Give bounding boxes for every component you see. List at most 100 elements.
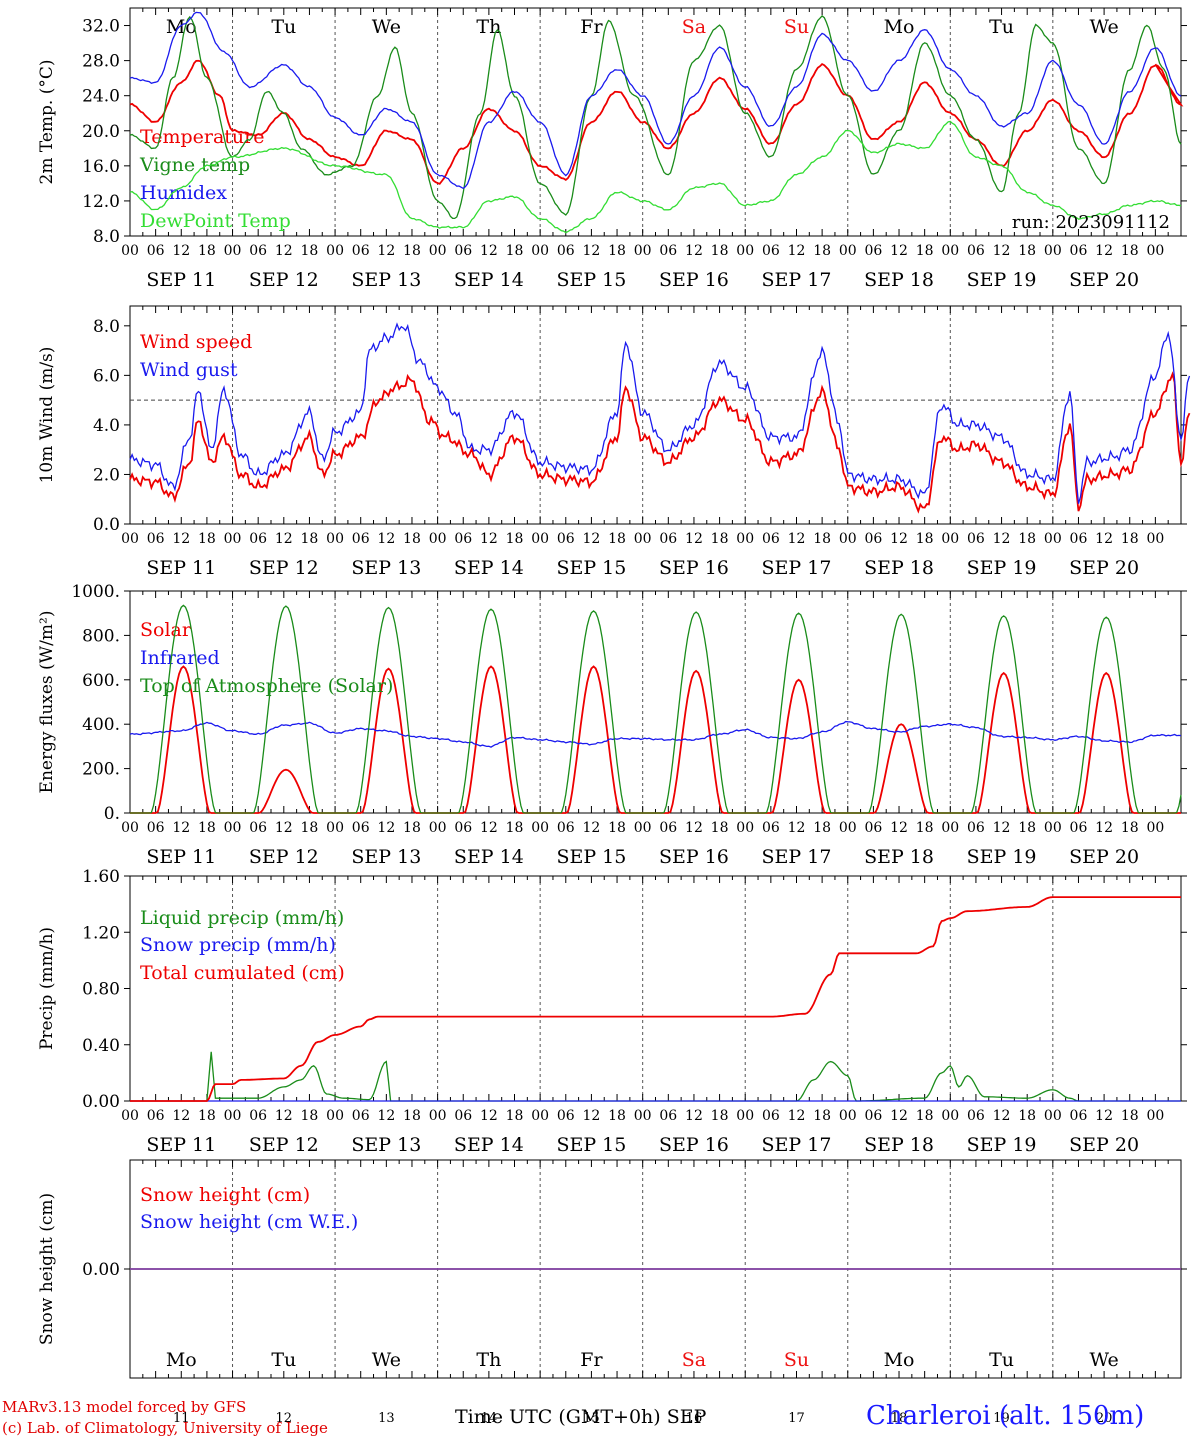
date-label: SEP 13 <box>351 846 421 868</box>
date-label: SEP 11 <box>146 269 216 291</box>
day-number-label: 11 <box>173 1411 190 1426</box>
hour-tick-label: 18 <box>711 243 729 259</box>
hour-tick-label: 18 <box>403 243 421 259</box>
hour-tick-label: 18 <box>1121 1108 1139 1124</box>
date-label: SEP 11 <box>146 846 216 868</box>
hour-tick-label: 12 <box>993 531 1011 547</box>
day-number-label: 18 <box>891 1411 908 1426</box>
y-tick-label: 6.0 <box>93 366 120 386</box>
date-label: SEP 18 <box>864 557 934 579</box>
hour-tick-label: 00 <box>531 531 549 547</box>
hour-tick-label: 00 <box>634 243 652 259</box>
hour-tick-label: 06 <box>967 1108 985 1124</box>
day-number-label: 17 <box>788 1411 805 1426</box>
hour-tick-label: 18 <box>711 820 729 836</box>
hour-tick-label: 00 <box>1044 1108 1062 1124</box>
hour-tick-label: 18 <box>1018 243 1036 259</box>
hour-tick-label: 18 <box>198 243 216 259</box>
date-label: SEP 20 <box>1069 1134 1139 1156</box>
hour-tick-label: 18 <box>711 531 729 547</box>
y-axis-label: Energy fluxes (W/m²) <box>37 611 57 794</box>
series-line-2-1 <box>129 371 1191 514</box>
day-of-week-label: We <box>1089 1349 1118 1371</box>
hour-tick-label: 12 <box>788 243 806 259</box>
legend-entry: Total cumulated (cm) <box>140 962 345 984</box>
series-line-3-3 <box>130 604 1182 814</box>
hour-tick-label: 12 <box>890 531 908 547</box>
series-line-1-4 <box>129 120 1182 234</box>
hour-tick-label: 18 <box>1018 1108 1036 1124</box>
date-label: SEP 20 <box>1069 557 1139 579</box>
hour-tick-label: 00 <box>429 531 447 547</box>
y-tick-label: 0.00 <box>82 1260 120 1280</box>
hour-tick-label: 12 <box>1095 820 1113 836</box>
date-label: SEP 17 <box>762 269 832 291</box>
hour-tick-label: 06 <box>352 531 370 547</box>
hour-tick-label: 12 <box>685 1108 703 1124</box>
hour-tick-label: 06 <box>352 1108 370 1124</box>
hour-tick-label: 06 <box>659 820 677 836</box>
date-label: SEP 14 <box>454 269 524 291</box>
hour-tick-label: 06 <box>249 1108 267 1124</box>
hour-tick-label: 12 <box>993 243 1011 259</box>
hour-tick-label: 12 <box>377 531 395 547</box>
day-of-week-label: Mo <box>166 1349 197 1371</box>
hour-tick-label: 18 <box>506 820 524 836</box>
legend-entry: Top of Atmosphere (Solar) <box>140 675 393 697</box>
hour-tick-label: 06 <box>1070 1108 1088 1124</box>
date-label: SEP 19 <box>967 846 1037 868</box>
hour-tick-label: 06 <box>762 531 780 547</box>
y-tick-label: 0.80 <box>82 980 120 1000</box>
hour-tick-label: 06 <box>249 820 267 836</box>
hour-tick-label: 12 <box>583 1108 601 1124</box>
hour-tick-label: 12 <box>685 243 703 259</box>
hour-tick-label: 06 <box>352 820 370 836</box>
hour-tick-label: 00 <box>839 820 857 836</box>
date-label: SEP 17 <box>762 1134 832 1156</box>
legend-entry: Wind gust <box>140 359 238 381</box>
hour-tick-label: 18 <box>608 1108 626 1124</box>
hour-tick-label: 12 <box>377 243 395 259</box>
date-label: SEP 12 <box>249 1134 319 1156</box>
hour-tick-label: 06 <box>147 531 165 547</box>
hour-tick-label: 12 <box>890 820 908 836</box>
y-tick-label: 12.0 <box>82 192 120 212</box>
date-label: SEP 19 <box>967 557 1037 579</box>
y-tick-label: 16.0 <box>82 157 120 177</box>
hour-tick-label: 00 <box>429 1108 447 1124</box>
hour-tick-label: 18 <box>608 531 626 547</box>
y-tick-label: 0. <box>104 804 120 824</box>
hour-tick-label: 00 <box>1044 820 1062 836</box>
hour-tick-label: 12 <box>685 531 703 547</box>
x-axis-label: Time UTC (GMT+0h) <box>455 1406 661 1428</box>
y-tick-label: 4.0 <box>93 416 120 436</box>
hour-tick-label: 12 <box>275 243 293 259</box>
hour-tick-label: 00 <box>224 1108 242 1124</box>
date-label: SEP 15 <box>556 1134 626 1156</box>
hour-tick-label: 12 <box>172 820 190 836</box>
hour-tick-label: 00 <box>326 531 344 547</box>
series-line-1-3 <box>129 11 1182 190</box>
hour-tick-label: 00 <box>224 820 242 836</box>
day-number-label: 20 <box>1096 1411 1113 1426</box>
date-label: SEP 12 <box>249 269 319 291</box>
day-number-label: 12 <box>276 1411 293 1426</box>
day-of-week-label: Su <box>784 1349 809 1371</box>
hour-tick-label: 06 <box>557 1108 575 1124</box>
hour-tick-label: 18 <box>1121 243 1139 259</box>
day-of-week-label: Tu <box>271 1349 296 1371</box>
y-tick-label: 2.0 <box>93 465 120 485</box>
y-tick-label: 1000. <box>71 582 120 602</box>
hour-tick-label: 06 <box>864 820 882 836</box>
hour-tick-label: 18 <box>916 243 934 259</box>
hour-tick-label: 18 <box>608 820 626 836</box>
hour-tick-label: 00 <box>531 243 549 259</box>
hour-tick-label: 12 <box>890 1108 908 1124</box>
hour-tick-label: 12 <box>377 820 395 836</box>
hour-tick-label: 06 <box>454 243 472 259</box>
hour-tick-label: 06 <box>557 531 575 547</box>
legend-entry: DewPoint Temp <box>140 210 291 232</box>
hour-tick-label: 00 <box>121 1108 139 1124</box>
hour-tick-label: 00 <box>121 243 139 259</box>
